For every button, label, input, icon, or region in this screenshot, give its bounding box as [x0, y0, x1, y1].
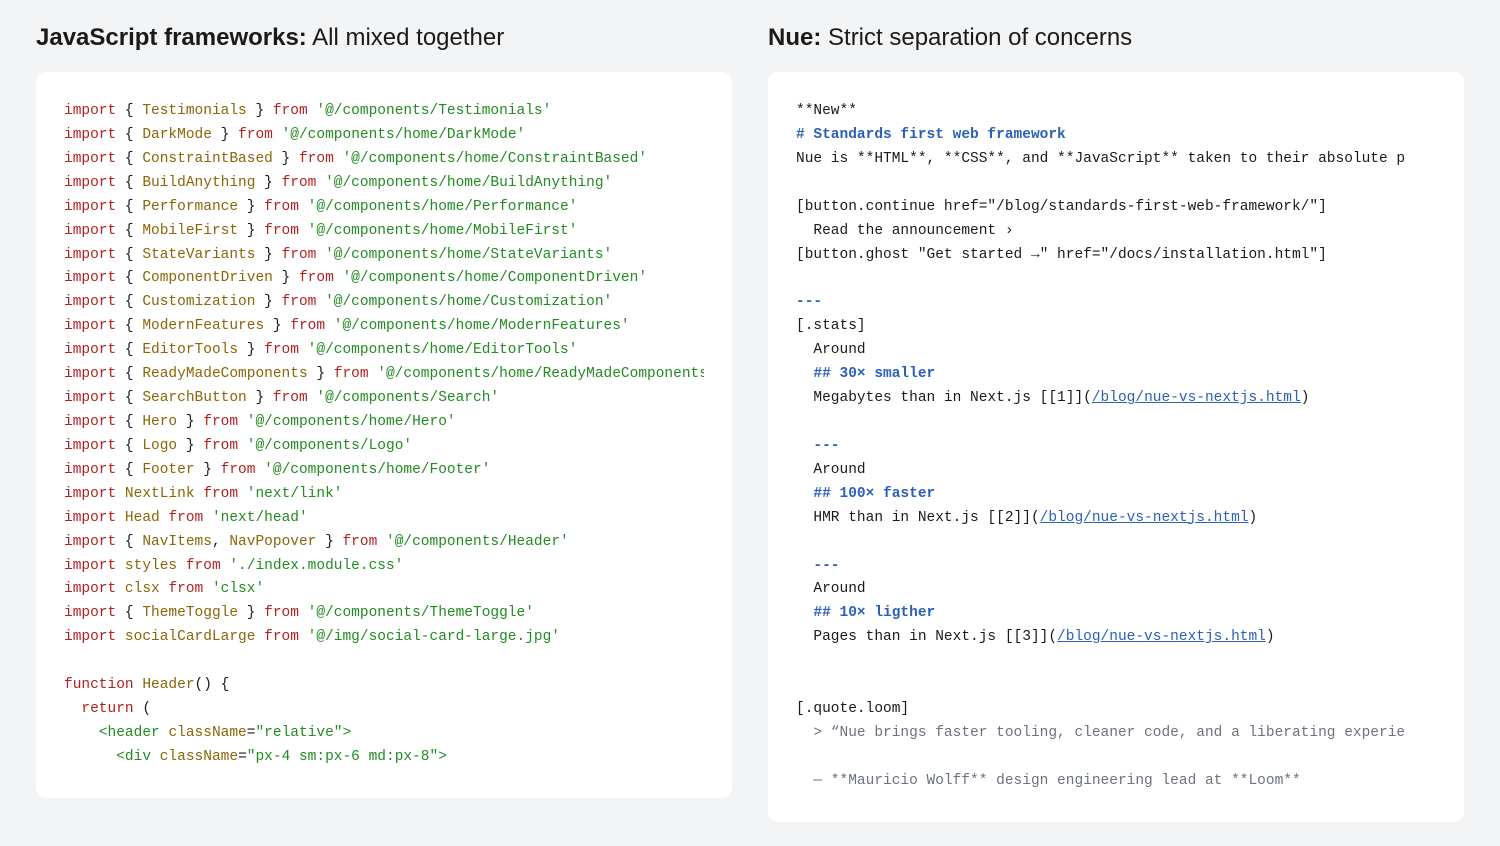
comparison-columns: JavaScript frameworks: All mixed togethe…: [36, 24, 1464, 822]
right-code-block: **New** # Standards first web framework …: [796, 100, 1436, 794]
right-heading-rest: Strict separation of concerns: [821, 24, 1132, 51]
left-code-panel: import { Testimonials } from '@/componen…: [36, 72, 732, 798]
right-code-panel: **New** # Standards first web framework …: [768, 72, 1464, 822]
right-heading-bold: Nue:: [768, 24, 821, 51]
left-heading-rest: All mixed together: [307, 24, 504, 51]
right-heading: Nue: Strict separation of concerns: [768, 24, 1464, 52]
left-heading: JavaScript frameworks: All mixed togethe…: [36, 24, 732, 52]
left-column: JavaScript frameworks: All mixed togethe…: [36, 24, 732, 822]
left-code-block: import { Testimonials } from '@/componen…: [64, 100, 704, 770]
right-column: Nue: Strict separation of concerns **New…: [768, 24, 1464, 822]
left-heading-bold: JavaScript frameworks:: [36, 24, 307, 51]
